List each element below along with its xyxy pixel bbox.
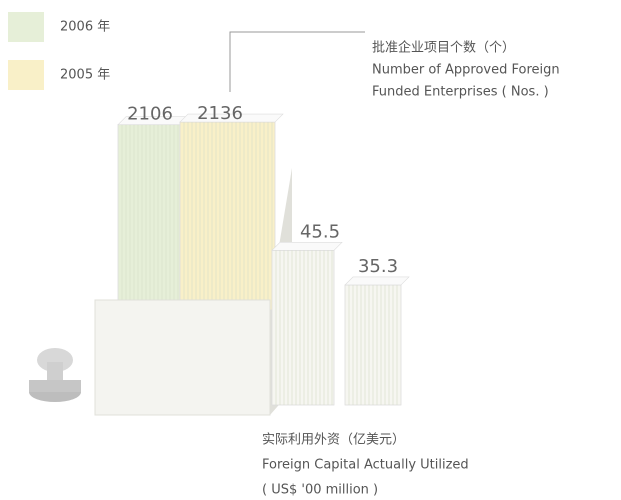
legend-swatch <box>8 60 44 90</box>
chart-subtitle: Funded Enterprises ( Nos. ) <box>372 85 549 100</box>
value-label: 2136 <box>197 103 243 124</box>
box-front <box>94 299 271 416</box>
legend-label: 2005 年 <box>60 68 110 83</box>
bar-top <box>179 113 284 123</box>
chart-subtitle: ( US$ '00 million ) <box>262 483 378 498</box>
paper-stack <box>271 242 343 406</box>
value-label: 35.3 <box>358 256 398 277</box>
chart-title: 批准企业项目个数（个） <box>372 40 515 56</box>
chart-subtitle: Foreign Capital Actually Utilized <box>262 458 469 473</box>
connector <box>229 31 365 92</box>
chart-subtitle: Number of Approved Foreign <box>372 63 560 78</box>
value-label: 45.5 <box>300 221 340 242</box>
stamp-icon <box>29 348 81 402</box>
paper-stack <box>344 276 410 406</box>
legend-swatch <box>8 12 44 42</box>
bar <box>271 249 335 406</box>
chart-title: 实际利用外资（亿美元） <box>262 433 405 448</box>
bar <box>117 124 181 311</box>
paper-stack <box>179 113 284 311</box>
bar-top <box>271 242 343 251</box>
bar <box>179 121 276 311</box>
legend-label: 2006 年 <box>60 20 110 35</box>
value-label: 2106 <box>127 104 173 125</box>
bar-top <box>344 276 410 286</box>
paper-stack <box>117 116 189 311</box>
